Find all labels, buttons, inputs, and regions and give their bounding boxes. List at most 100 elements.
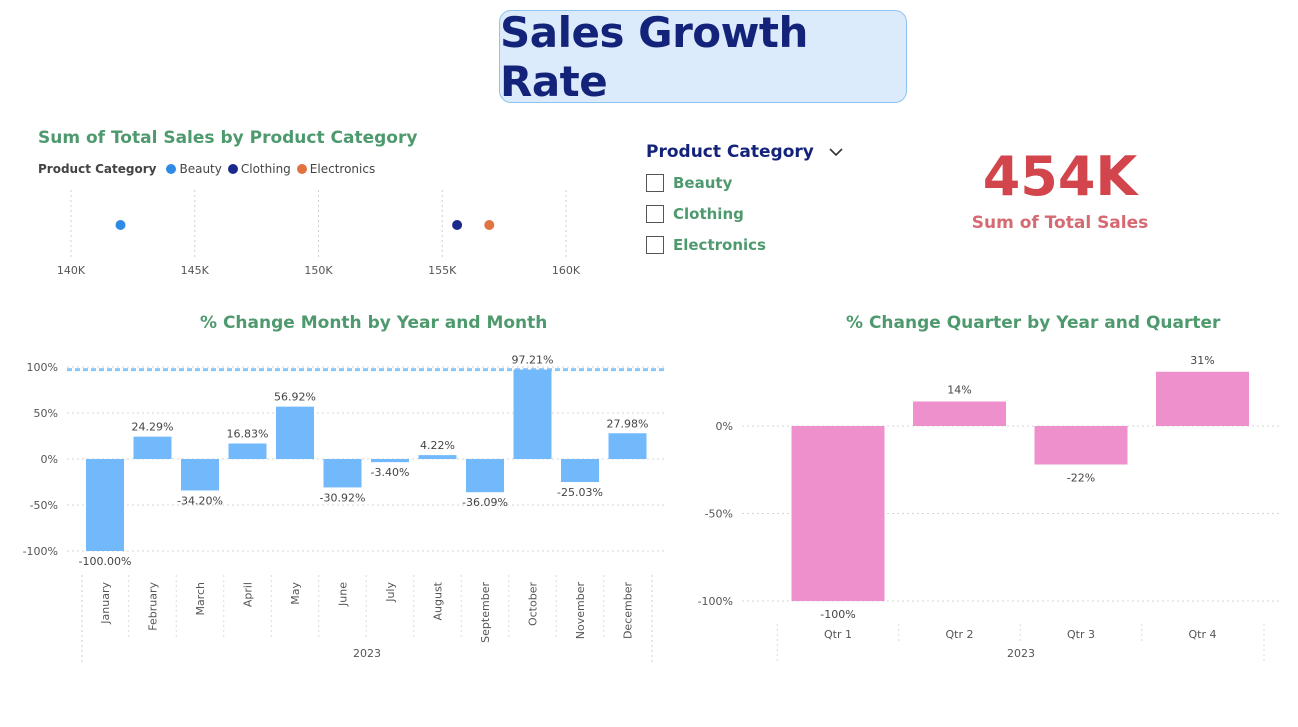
data-label: 56.92%	[274, 391, 316, 404]
data-label: -34.20%	[177, 494, 223, 507]
x-tick-label: Qtr 2	[946, 628, 974, 641]
x-tick-label: October	[527, 582, 540, 626]
bar-qtr-2	[913, 401, 1006, 426]
bar-qtr-4	[1156, 371, 1249, 426]
legend-item-beauty[interactable]: Beauty	[166, 162, 222, 176]
legend-item-clothing[interactable]: Clothing	[227, 162, 291, 176]
data-label: -22%	[1067, 472, 1095, 485]
y-tick-label: -50%	[705, 508, 733, 521]
data-label: -100%	[820, 608, 855, 621]
bar-qtr-1	[791, 426, 885, 601]
bar-february	[133, 436, 172, 459]
legend-dot-icon	[296, 164, 307, 174]
data-label: 24.29%	[132, 421, 174, 434]
bar-october	[513, 369, 552, 459]
bar-april	[228, 443, 267, 459]
legend-label: Clothing	[240, 162, 291, 176]
checkbox[interactable]	[646, 235, 664, 254]
data-label: -25.03%	[557, 486, 603, 499]
slicer-header[interactable]: Product Category	[646, 142, 856, 162]
data-label: -36.09%	[462, 496, 508, 509]
data-label: -3.40%	[371, 466, 410, 479]
x-tick-label: August	[432, 581, 445, 620]
y-tick-label: -100%	[698, 595, 733, 608]
scatter-point-clothing	[452, 220, 463, 230]
x-tick-label: February	[147, 582, 160, 631]
bar-may	[276, 406, 314, 459]
bar-december	[608, 433, 647, 459]
bar-june	[323, 459, 362, 488]
legend-title: Product Category	[38, 162, 157, 176]
data-label: 4.22%	[420, 439, 455, 452]
product-category-slicer: Product Category Beauty Clothing Electro…	[646, 142, 856, 255]
x-group-label: 2023	[353, 647, 381, 660]
x-tick-label: 160K	[552, 264, 581, 277]
legend-label: Beauty	[179, 162, 222, 176]
x-tick-label: 140K	[57, 264, 86, 277]
data-label: 16.83%	[227, 428, 269, 441]
scatter-point-electronics	[484, 220, 495, 230]
x-tick-label: November	[574, 582, 587, 640]
y-tick-label: -100%	[23, 545, 58, 558]
kpi-value: 454K	[982, 145, 1138, 208]
x-tick-label: 150K	[304, 264, 333, 277]
x-tick-label: June	[337, 582, 350, 607]
legend-item-electronics[interactable]: Electronics	[296, 162, 376, 176]
title-card: Sales Growth Rate	[499, 7, 907, 106]
chevron-down-icon[interactable]	[828, 147, 844, 157]
slicer-option-electronics[interactable]: Electronics	[646, 234, 856, 255]
slicer-title: Product Category	[646, 142, 814, 162]
y-tick-label: 0%	[41, 453, 58, 466]
y-tick-label: -50%	[30, 499, 58, 512]
bar-qtr-3	[1034, 426, 1128, 465]
legend-dot-icon	[166, 164, 177, 174]
monthly-chart-title: % Change Month by Year and Month	[200, 313, 548, 333]
x-tick-label: March	[194, 582, 207, 616]
x-tick-label: May	[289, 582, 302, 605]
bar-september	[466, 459, 504, 493]
x-tick-label: 145K	[181, 264, 210, 277]
x-tick-label: April	[242, 582, 255, 607]
data-label: 31%	[1190, 354, 1214, 367]
x-tick-label: Qtr 3	[1067, 628, 1095, 641]
scatter-legend: Product Category Beauty Clothing Electro…	[38, 162, 375, 176]
bar-january	[86, 459, 124, 551]
slicer-option-label: Clothing	[673, 204, 744, 223]
y-tick-label: 100%	[27, 361, 58, 374]
scatter-point-beauty	[115, 220, 126, 230]
y-tick-label: 0%	[716, 420, 733, 433]
checkbox[interactable]	[646, 173, 664, 192]
page-title: Sales Growth Rate	[500, 7, 808, 106]
bar-november	[561, 459, 599, 483]
x-tick-label: September	[479, 582, 492, 643]
data-label: 14%	[947, 384, 971, 397]
slicer-option-label: Beauty	[673, 173, 733, 192]
quarterly-chart-title: % Change Quarter by Year and Quarter	[846, 313, 1221, 333]
kpi-card: 454K Sum of Total Sales	[960, 145, 1160, 233]
x-tick-label: July	[384, 582, 397, 603]
data-label: 97.21%	[512, 354, 554, 367]
slicer-option-clothing[interactable]: Clothing	[646, 203, 856, 224]
x-tick-label: December	[622, 582, 635, 640]
x-tick-label: January	[99, 582, 112, 625]
kpi-label: Sum of Total Sales	[971, 213, 1149, 233]
data-label: -100.00%	[79, 555, 132, 568]
x-tick-label: 155K	[428, 264, 457, 277]
bar-august	[418, 455, 457, 459]
legend-dot-icon	[227, 164, 238, 174]
data-label: -30.92%	[320, 491, 366, 504]
bar-july	[371, 459, 409, 463]
x-tick-label: Qtr 4	[1189, 628, 1217, 641]
checkbox[interactable]	[646, 204, 664, 223]
bar-march	[181, 459, 219, 491]
data-label: 27.98%	[607, 417, 649, 430]
slicer-option-label: Electronics	[673, 235, 766, 254]
scatter-title: Sum of Total Sales by Product Category	[38, 128, 418, 148]
y-tick-label: 50%	[34, 407, 58, 420]
slicer-option-beauty[interactable]: Beauty	[646, 172, 856, 193]
legend-label: Electronics	[309, 162, 376, 176]
x-group-label: 2023	[1007, 647, 1035, 660]
